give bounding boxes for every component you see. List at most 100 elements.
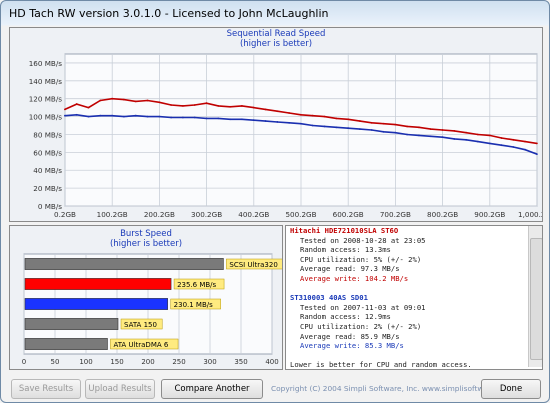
data-point xyxy=(488,134,491,137)
data-point xyxy=(205,117,208,120)
data-point xyxy=(311,124,314,127)
burst-bar xyxy=(24,298,168,310)
burst-x-tick-label: 0 xyxy=(22,358,26,366)
data-point xyxy=(323,115,326,118)
burst-x-tick-label: 50 xyxy=(51,358,60,366)
drive2-write: Average write: 85.3 MB/s xyxy=(300,341,404,351)
burst-x-tick-label: 100 xyxy=(79,358,92,366)
data-point xyxy=(512,146,515,148)
data-point xyxy=(158,115,161,118)
x-tick-label: 600.2GB xyxy=(333,210,364,219)
burst-x-tick-label: 400 xyxy=(265,358,278,366)
data-point xyxy=(75,103,78,105)
data-point xyxy=(264,120,267,122)
burst-x-tick-label: 250 xyxy=(172,358,185,366)
read-chart-plot: 0 MB/s 20 MB/s 40 MB/s 60 MB/s 80 MB/s 100 MB… xyxy=(29,53,542,219)
data-point xyxy=(217,117,220,120)
results-info-panel[interactable]: Hitachi HDE721010SLA ST6O Tested on 2008… xyxy=(285,225,543,370)
data-point xyxy=(300,122,302,125)
y-tick-label: 0 MB/s xyxy=(38,202,62,211)
data-point xyxy=(146,99,149,102)
burst-bar xyxy=(24,318,119,330)
drive2-access: Random access: 12.9ms xyxy=(300,312,391,322)
data-point xyxy=(347,127,350,130)
data-point xyxy=(217,104,220,107)
x-tick-label: 800.2GB xyxy=(427,210,458,219)
burst-chart-subtitle: (higher is better) xyxy=(109,239,183,249)
data-point xyxy=(276,110,279,113)
data-point xyxy=(524,148,527,151)
burst-chart-title: Burst Speed xyxy=(120,229,172,239)
data-point xyxy=(536,153,538,156)
data-point xyxy=(323,125,326,128)
drive2-cpu: CPU utilization: 2% (+/- 2%) xyxy=(300,321,422,331)
done-button[interactable]: Done xyxy=(481,379,541,399)
data-point xyxy=(382,122,385,125)
data-point xyxy=(406,125,409,128)
drive2-tested: Tested on 2007-11-03 at 09:01 xyxy=(300,302,426,312)
data-point xyxy=(241,104,243,107)
save-results-button[interactable]: Save Results xyxy=(11,379,81,399)
data-point xyxy=(170,104,173,106)
data-point xyxy=(158,101,161,104)
results-text: Hitachi HDE721010SLA ST6O Tested on 2008… xyxy=(290,226,526,370)
data-point xyxy=(500,144,503,147)
x-tick-label: 700.2GB xyxy=(380,210,411,219)
drive1-write: Average write: 104.2 MB/s xyxy=(300,273,409,283)
data-point xyxy=(288,112,291,114)
copyright-text: Copyright (C) 2004 Simpli Software, Inc.… xyxy=(271,384,514,393)
data-point xyxy=(500,137,503,139)
data-point xyxy=(229,118,232,121)
upload-results-button[interactable]: Upload Results xyxy=(85,379,155,399)
data-point xyxy=(394,123,397,126)
data-point xyxy=(335,126,338,129)
scrollbar-thumb[interactable] xyxy=(530,238,542,360)
x-tick-label: 1,000.2GB xyxy=(518,210,542,219)
burst-label-box xyxy=(120,318,163,330)
y-tick-label: 160 MB/s xyxy=(29,59,63,68)
data-point xyxy=(229,105,232,108)
data-point xyxy=(170,116,173,119)
data-point xyxy=(441,136,444,139)
burst-x-tick-label: 300 xyxy=(203,358,216,366)
y-tick-label: 20 MB/s xyxy=(33,184,62,193)
data-point xyxy=(134,100,137,103)
data-point xyxy=(370,129,373,131)
info-scrollbar[interactable] xyxy=(528,226,542,367)
sequential-read-chart: Sequential Read Speed (higher is better)… xyxy=(9,27,543,222)
drive2-name: ST310003 40AS SD01 xyxy=(290,293,368,303)
data-point xyxy=(87,115,90,118)
data-point xyxy=(99,99,102,102)
read-chart-title: Sequential Read Speed xyxy=(226,29,326,39)
y-tick-label: 80 MB/s xyxy=(33,130,62,139)
info-footer: Lower is better for CPU and random acces… xyxy=(290,360,472,370)
data-point xyxy=(111,97,114,100)
data-point xyxy=(87,106,90,109)
data-point xyxy=(64,108,66,111)
burst-bar-label: 230.1 MB/s xyxy=(174,301,213,309)
burst-bar xyxy=(24,338,108,350)
data-point xyxy=(453,129,456,132)
data-point xyxy=(123,98,125,101)
data-point xyxy=(465,138,468,141)
data-point xyxy=(418,126,420,129)
data-point xyxy=(123,115,125,118)
data-point xyxy=(359,120,361,122)
burst-x-tick-label: 350 xyxy=(234,358,247,366)
x-tick-label: 500.2GB xyxy=(285,210,316,219)
data-point xyxy=(300,113,302,116)
data-point xyxy=(64,114,66,117)
data-point xyxy=(418,134,420,137)
burst-label-box xyxy=(173,278,225,290)
data-point xyxy=(252,119,255,122)
data-point xyxy=(359,128,361,131)
drive1-cpu: CPU utilization: 5% (+/- 2%) xyxy=(300,254,422,264)
burst-bar-label: SCSI Ultra320 xyxy=(229,261,277,269)
y-tick-label: 100 MB/s xyxy=(29,113,63,122)
burst-x-tick-label: 200 xyxy=(141,358,154,366)
data-point xyxy=(193,104,196,106)
data-point xyxy=(453,138,456,140)
data-point xyxy=(205,102,208,105)
y-tick-label: 140 MB/s xyxy=(29,77,63,86)
compare-another-drive-button[interactable]: Compare Another Drive xyxy=(161,379,263,399)
